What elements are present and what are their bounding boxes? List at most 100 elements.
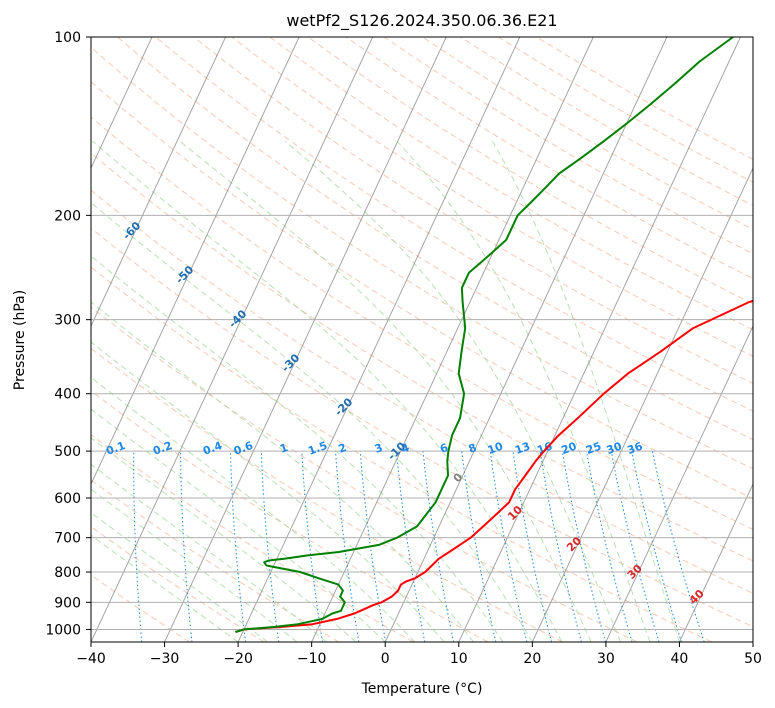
profile-lines [235, 37, 753, 633]
x-tick-label: −30 [150, 651, 180, 667]
isotherm [0, 37, 5, 642]
x-axis: −40 −30 −20 −10 0 10 20 30 40 50 [76, 642, 762, 667]
dry-adiabat [91, 46, 753, 470]
dry-adiabat [91, 347, 563, 642]
mixing-ratio-line [631, 451, 682, 642]
mixing-ratio-line [335, 451, 360, 642]
isotherm [91, 37, 227, 328]
plot-frame [90, 36, 754, 643]
mixing-ratio-label: 25 [584, 440, 603, 457]
x-axis-title: Temperature (°C) [361, 681, 483, 697]
mixing-ratio-label: 36 [625, 440, 644, 458]
mixing-ratio-line [180, 451, 193, 642]
mixing-ratio-line [651, 450, 705, 642]
mixing-ratio-label: 30 [605, 440, 624, 458]
isotherm [164, 37, 447, 642]
y-tick-label: 800 [54, 565, 81, 581]
y-tick-label: 400 [54, 387, 81, 403]
isotherm [237, 37, 521, 642]
mixing-ratio-label: 1.5 [306, 439, 329, 458]
x-tick-label: −20 [223, 651, 253, 667]
mixing-ratio-label: 0.1 [104, 439, 127, 458]
mixing-ratio-line [260, 451, 280, 642]
mixing-ratio-line [586, 451, 633, 642]
mixing-ratio-line [539, 451, 582, 642]
dry-adiabat [91, 574, 190, 642]
mixing-ratio-line [359, 451, 387, 642]
y-tick-label: 700 [54, 531, 81, 547]
y-tick-label: 300 [54, 313, 81, 329]
dry-adiabat [91, 479, 340, 642]
dry-adiabat [345, 37, 753, 280]
mixing-ratio-line [230, 451, 247, 642]
isotherm-label: -70 [67, 175, 90, 198]
dry-adiabat [231, 37, 753, 357]
dewpoint-profile [235, 37, 734, 633]
mixing-ratio-label: 20 [560, 440, 579, 458]
y-axis: 100 200 300 400 500 600 700 800 900 1000 [45, 30, 91, 638]
x-tick-label: 50 [744, 651, 762, 667]
isotherm-label: 0 [451, 470, 466, 485]
mixing-ratio-line [489, 451, 528, 642]
moist-adiabat [91, 534, 239, 642]
dry-adiabat [91, 390, 489, 642]
dry-adiabat [383, 37, 753, 255]
mixing-ratio-label: 8 [467, 441, 479, 456]
isotherm-label: -40 [226, 307, 249, 330]
y-tick-label: 1000 [45, 622, 81, 638]
x-tick-label: 20 [523, 651, 541, 667]
isotherm-label: -50 [173, 263, 196, 286]
isotherm [91, 37, 374, 642]
temperature-profile [235, 299, 753, 633]
mixing-ratio-label: 1 [278, 441, 290, 456]
mixing-ratio-line [301, 451, 323, 642]
mixing-ratio-label: 2 [337, 441, 349, 456]
dry-adiabat [91, 526, 265, 642]
dry-adiabat [91, 266, 713, 642]
mixing-ratio-label: 3 [373, 441, 385, 456]
dry-adiabat [307, 37, 753, 305]
moist-adiabat [284, 140, 622, 642]
background-lines [0, 37, 753, 642]
isotherm [384, 37, 668, 642]
x-tick-label: 40 [671, 651, 689, 667]
mixing-ratio-line [461, 451, 497, 642]
dry-adiabat [91, 152, 753, 562]
x-tick-label: 30 [597, 651, 615, 667]
isotherm [458, 37, 741, 642]
isotherm [311, 37, 594, 642]
isotherm [605, 324, 753, 642]
isotherm [678, 482, 753, 642]
isotherm-label: -80 [14, 131, 37, 154]
x-tick-label: −10 [297, 651, 327, 667]
mixing-ratio-line [395, 451, 426, 642]
isotherm [752, 640, 753, 642]
mixing-ratio-line [422, 451, 455, 642]
dry-adiabat [91, 189, 753, 594]
y-tick-label: 600 [54, 491, 81, 507]
dry-adiabat [91, 227, 753, 628]
mixing-ratio-label: 6 [438, 441, 450, 456]
isotherm-label: -20 [332, 395, 355, 418]
y-tick-label: 100 [54, 30, 81, 46]
isotherm [531, 166, 753, 642]
mixing-ratio-line [512, 451, 553, 642]
mixing-ratio-line [561, 451, 606, 642]
mixing-ratio-label: 0.6 [232, 439, 255, 458]
x-tick-label: 10 [450, 651, 468, 667]
isotherm-label: -60 [120, 219, 143, 242]
moist-adiabat [179, 140, 592, 642]
mixing-ratio-label: 10 [486, 440, 505, 458]
dry-adiabat [460, 37, 753, 207]
mixing-ratio-label: 0.2 [151, 439, 174, 458]
mixing-ratio-label: 0.4 [201, 439, 224, 458]
line-labels: 0.10.20.40.611.52346810131620253036-100-… [14, 131, 707, 607]
mixing-ratio-line [610, 451, 660, 642]
dry-adiabat [155, 37, 753, 412]
mixing-ratio-label: 13 [513, 440, 532, 457]
y-tick-label: 200 [54, 208, 81, 224]
y-tick-label: 900 [54, 595, 81, 611]
y-tick-label: 500 [54, 444, 81, 460]
x-tick-label: −40 [76, 651, 106, 667]
